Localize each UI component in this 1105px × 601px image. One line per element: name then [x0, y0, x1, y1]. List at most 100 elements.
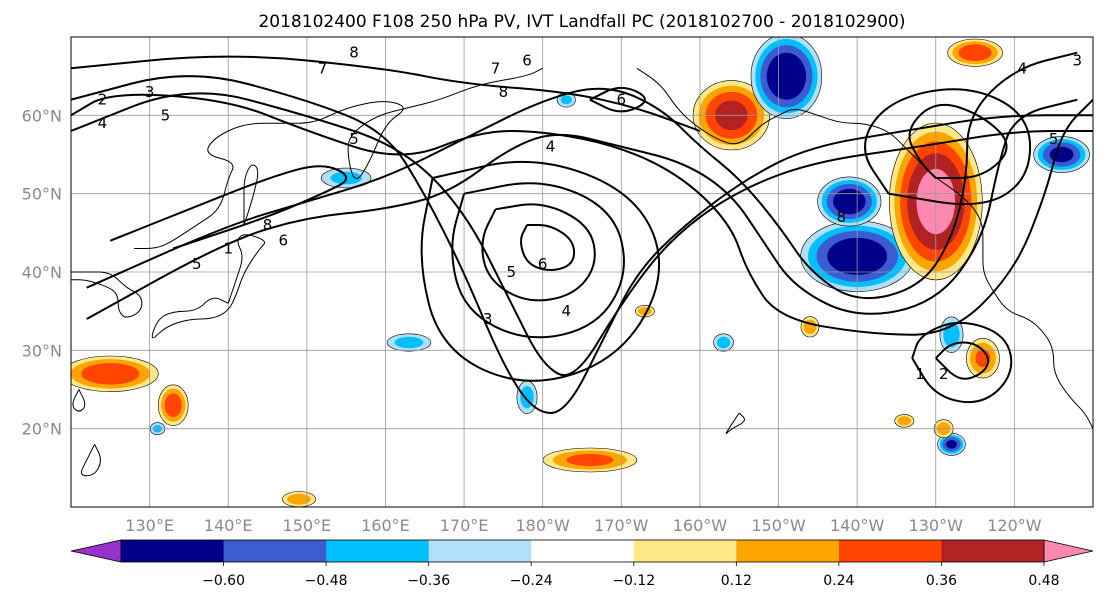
pv-contour-7	[864, 88, 1032, 206]
ivt-pc-contour-fill	[946, 440, 957, 449]
ivt-pc-blob	[282, 491, 316, 507]
contour-label: 7	[318, 59, 328, 77]
contour-label: 4	[562, 302, 572, 320]
pv-contours	[71, 51, 1093, 415]
colorbar-swatch	[531, 540, 635, 562]
latitude-tick-labels: 20°N 30°N 40°N 50°N 60°N	[22, 106, 62, 438]
colorbar-label: 0.48	[1028, 573, 1059, 589]
lon-tick-label: 150°E	[283, 516, 332, 535]
pv-contour-6	[589, 86, 646, 113]
ivt-pc-blob	[157, 384, 189, 426]
lon-tick-label: 180°W	[516, 516, 571, 535]
contour-label: 4	[546, 138, 556, 156]
ivt-pc-blob	[947, 38, 1003, 67]
colorbar-swatch	[121, 540, 225, 562]
ivt-pc-blob	[516, 380, 538, 414]
colorbar-label: 0.24	[823, 573, 854, 589]
lon-tick-label: 160°W	[673, 516, 728, 535]
pv-contour-2	[935, 341, 990, 380]
contour-label: 5	[349, 130, 359, 148]
coastline	[151, 234, 266, 339]
pv-contour-8	[908, 103, 1008, 179]
contour-label: 8	[837, 208, 847, 226]
ivt-pc-contour-fill	[897, 416, 912, 426]
ivt-pc-blob	[71, 355, 159, 392]
contour-label: 8	[349, 44, 359, 62]
colorbar-extend-low	[70, 539, 122, 563]
ivt-pc-blob	[817, 176, 882, 227]
colorbar-label: −0.48	[305, 573, 348, 589]
gridlines	[71, 37, 1093, 507]
colorbar-swatch	[736, 540, 840, 562]
pv-contour-8	[109, 165, 348, 250]
ivt-pc-contour-fill	[287, 493, 311, 505]
contour-label: 5	[506, 263, 516, 281]
contour-label: 8	[263, 216, 273, 234]
colorbar-swatch	[223, 540, 327, 562]
ivt-pc-blob	[800, 316, 820, 338]
pv-contour-4	[451, 182, 625, 339]
coastline	[71, 271, 143, 318]
contour-label: 6	[617, 91, 627, 109]
ivt-pc-contour-fill	[716, 336, 731, 349]
lat-tick-label: 50°N	[22, 185, 62, 204]
pv-contour-7	[71, 55, 701, 132]
colorbar: −0.60 −0.48 −0.36 −0.24 −0.12 0.12 0.24 0.36 0.4…	[70, 539, 1094, 589]
coastline	[72, 389, 86, 412]
lon-tick-label: 120°W	[987, 516, 1042, 535]
contour-label: 4	[1017, 59, 1027, 77]
ivt-pc-blob	[1033, 136, 1090, 173]
colorbar-label: −0.12	[612, 573, 655, 589]
colorbar-frame	[120, 539, 1045, 563]
lat-tick-label: 20°N	[22, 420, 62, 439]
contour-label: 8	[499, 83, 509, 101]
colorbar-swatch	[428, 540, 532, 562]
contour-label: 3	[145, 83, 155, 101]
contour-label: 2	[98, 91, 108, 109]
lon-tick-label: 170°E	[440, 516, 489, 535]
colorbar-swatch	[941, 540, 1045, 562]
colorbar-swatch	[838, 540, 942, 562]
lon-tick-label: 130°W	[909, 516, 964, 535]
coastline	[725, 412, 745, 435]
ivt-pc-contour-fill	[560, 95, 572, 105]
ivt-pc-blob	[386, 333, 432, 352]
contour-label: 1	[915, 365, 925, 383]
contour-label: 5	[192, 255, 202, 273]
pv-contour-3	[420, 160, 661, 382]
pv-contour-3	[71, 75, 1093, 415]
pv-contour-5	[481, 203, 596, 302]
lon-tick-label: 140°E	[204, 516, 253, 535]
lon-tick-label: 160°E	[361, 516, 410, 535]
colorbar-label: −0.60	[202, 573, 245, 589]
colorbar-label: 0.36	[926, 573, 957, 589]
contour-label: 5	[161, 106, 171, 124]
map-frame	[70, 36, 1094, 508]
colorbar-swatch	[326, 540, 430, 562]
pv-contour-6	[520, 224, 576, 272]
longitude-tick-labels: 130°E 140°E 150°E 160°E 170°E 180°W 170°W 160°W…	[125, 516, 1041, 535]
contour-label: 6	[538, 255, 548, 273]
contour-label: 6	[278, 232, 288, 250]
ivt-pc-contour-fill	[81, 363, 140, 385]
colorbar-label: −0.24	[510, 573, 553, 589]
ivt-pc-blob	[542, 447, 638, 473]
ivt-pc-contour-fill	[164, 393, 182, 418]
contour-label: 1	[223, 240, 233, 258]
pv-contour-2	[71, 92, 1093, 377]
ivt-pc-contour-fill	[958, 44, 992, 61]
pv-contour-4	[71, 93, 1093, 336]
pv-contour-5	[86, 98, 1078, 320]
lon-tick-label: 140°W	[830, 516, 885, 535]
contour-label: 5	[1049, 130, 1059, 148]
ivt-pc-contour-fill	[1049, 146, 1074, 163]
lat-tick-label: 30°N	[22, 341, 62, 360]
ivt-pc-contour-fill	[394, 336, 424, 349]
colorbar-swatch	[633, 540, 737, 562]
figure-title: 2018102400 F108 250 hPa PV, IVT Landfall…	[258, 12, 905, 32]
contour-label: 3	[1073, 52, 1083, 70]
ivt-pc-blob	[713, 333, 734, 352]
contour-label: 2	[939, 365, 949, 383]
lat-tick-label: 40°N	[22, 263, 62, 282]
